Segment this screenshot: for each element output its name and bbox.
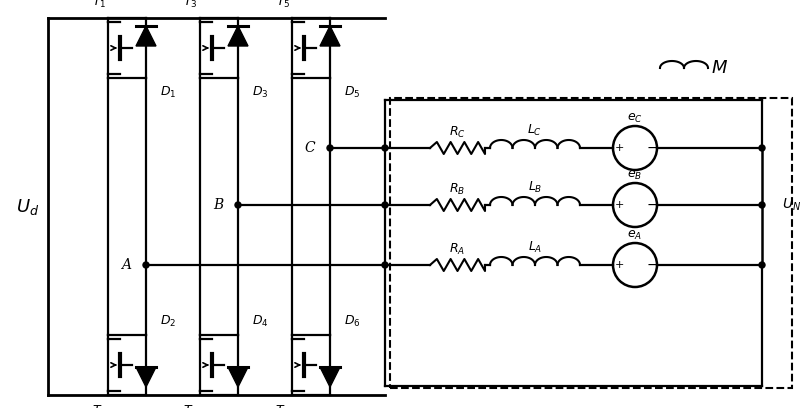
- Circle shape: [759, 145, 765, 151]
- Text: $L_B$: $L_B$: [528, 180, 542, 195]
- Text: $R_C$: $R_C$: [449, 124, 466, 140]
- Text: $R_B$: $R_B$: [449, 182, 465, 197]
- Circle shape: [382, 202, 388, 208]
- Text: +: +: [614, 143, 624, 153]
- Polygon shape: [136, 26, 156, 46]
- Text: A: A: [121, 258, 131, 272]
- Text: $e_C$: $e_C$: [627, 111, 643, 124]
- Text: +: +: [614, 260, 624, 270]
- Bar: [390, 98, 792, 388]
- Text: $D_5$: $D_5$: [344, 84, 361, 100]
- Polygon shape: [320, 367, 340, 387]
- Text: $e_B$: $e_B$: [627, 169, 642, 182]
- Polygon shape: [228, 367, 248, 387]
- Text: +: +: [614, 200, 624, 210]
- Text: −: −: [646, 141, 658, 155]
- Text: $D_1$: $D_1$: [160, 84, 176, 100]
- Text: −: −: [646, 198, 658, 212]
- Text: $L_A$: $L_A$: [528, 239, 542, 255]
- Text: $T_3$: $T_3$: [183, 0, 198, 9]
- Text: $T_6$: $T_6$: [275, 404, 290, 408]
- Text: $T_4$: $T_4$: [183, 404, 198, 408]
- Text: $M$: $M$: [711, 59, 729, 77]
- Text: C: C: [305, 141, 315, 155]
- Circle shape: [382, 145, 388, 151]
- Text: $T_5$: $T_5$: [275, 0, 290, 9]
- Polygon shape: [228, 26, 248, 46]
- Text: −: −: [646, 258, 658, 272]
- Circle shape: [327, 145, 333, 151]
- Text: $e_A$: $e_A$: [627, 228, 642, 242]
- Text: $T_1$: $T_1$: [92, 0, 106, 9]
- Circle shape: [759, 262, 765, 268]
- Text: $L_C$: $L_C$: [527, 122, 542, 137]
- Text: B: B: [213, 198, 223, 212]
- Polygon shape: [136, 367, 156, 387]
- Circle shape: [235, 202, 241, 208]
- Text: $T_2$: $T_2$: [92, 404, 106, 408]
- Circle shape: [382, 262, 388, 268]
- Text: $D_2$: $D_2$: [160, 313, 176, 328]
- Circle shape: [759, 202, 765, 208]
- Text: $D_6$: $D_6$: [344, 313, 361, 328]
- Text: $U_d$: $U_d$: [16, 197, 40, 217]
- Polygon shape: [320, 26, 340, 46]
- Text: $U_N$: $U_N$: [782, 197, 800, 213]
- Text: $R_A$: $R_A$: [449, 242, 465, 257]
- Text: $D_4$: $D_4$: [252, 313, 269, 328]
- Text: $D_3$: $D_3$: [252, 84, 269, 100]
- Circle shape: [143, 262, 149, 268]
